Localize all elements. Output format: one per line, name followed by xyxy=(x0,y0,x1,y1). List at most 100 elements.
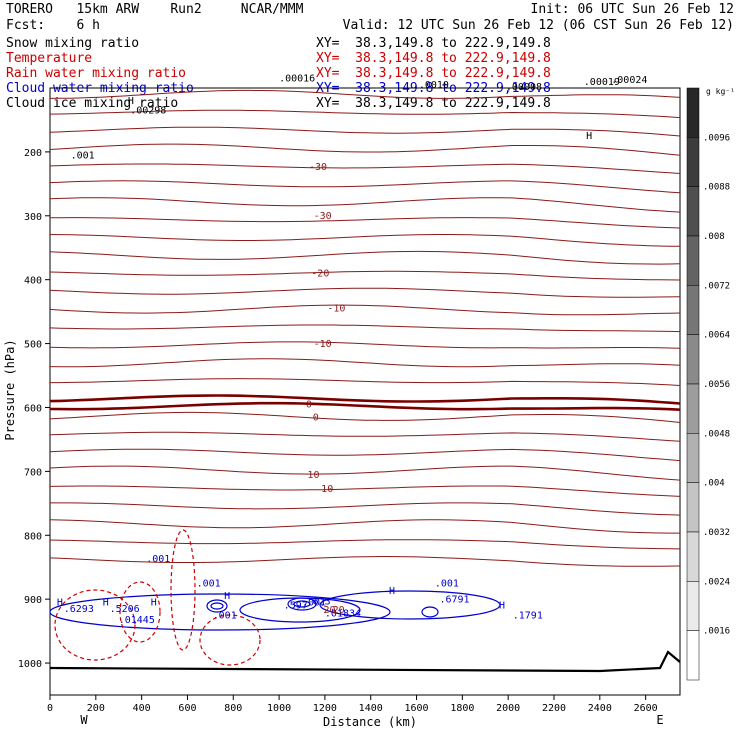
plot-frame xyxy=(49,87,681,696)
isotherm-line xyxy=(49,270,681,281)
colorbar-swatch xyxy=(686,433,700,483)
x-tick-label: 600 xyxy=(178,703,196,714)
cloudwater-contour xyxy=(319,590,501,620)
colorbar-swatch xyxy=(686,235,700,286)
temperature-label: 20 xyxy=(323,605,335,616)
colorbar-label: .0064 xyxy=(703,331,730,341)
field-rain-label: Rain water mixing ratio xyxy=(6,66,187,81)
isotherm-line xyxy=(49,411,681,423)
y-tick-label: 900 xyxy=(24,595,42,606)
temperature-label: 0 xyxy=(313,412,319,423)
temperature-label: -10 xyxy=(327,304,345,315)
isotherm-line xyxy=(49,109,681,119)
contour-value-label: .1791 xyxy=(513,610,543,621)
x-end-label-left: W xyxy=(80,713,88,727)
y-tick-label: 400 xyxy=(24,276,42,287)
cloudwater-core xyxy=(287,597,317,611)
high-marker: H xyxy=(499,601,505,612)
colorbar-label: .004 xyxy=(703,479,725,489)
isotherm-line xyxy=(49,358,681,368)
high-marker: H xyxy=(224,591,230,602)
isotherm-line xyxy=(49,180,681,194)
contour-value-label: .001 xyxy=(146,554,170,565)
rain-contour xyxy=(170,529,196,651)
contour-value-label: .001 xyxy=(197,578,221,589)
contour-value-label: .001 xyxy=(213,610,237,621)
isotherm-line xyxy=(49,163,681,174)
cloudwater-core xyxy=(210,602,224,610)
colorbar-label: .0024 xyxy=(703,577,730,587)
high-marker: H xyxy=(151,598,157,609)
field-cloudwater-label: Cloud water mixing ratio xyxy=(6,81,194,96)
cloudwater-core xyxy=(206,599,228,613)
x-axis-label: Distance (km) xyxy=(323,715,417,729)
contour-value-label: .00019 xyxy=(584,77,620,88)
field-temperature-label: Temperature xyxy=(6,51,93,66)
isotherm-zero-line xyxy=(49,401,681,411)
temperature-label: 10 xyxy=(321,484,333,495)
x-tick-label: 1400 xyxy=(359,703,383,714)
x-tick-label: 2400 xyxy=(588,703,612,714)
model-title: TORERO 15km ARW Run2 NCAR/MMM xyxy=(6,2,304,17)
high-marker: H xyxy=(103,598,109,609)
rain-contour xyxy=(199,614,261,666)
colorbar-swatch xyxy=(686,383,700,434)
contour-value-label: .01834 xyxy=(325,608,361,619)
contour-value-label: .00024 xyxy=(611,75,647,86)
colorbar-swatch xyxy=(686,531,700,582)
x-end-label-right: E xyxy=(656,713,663,727)
contour-value-label: .01445 xyxy=(119,615,155,626)
x-tick-label: 1200 xyxy=(313,703,337,714)
y-axis-label: Pressure (hPa) xyxy=(3,339,17,440)
isotherm-line xyxy=(50,378,681,386)
isotherm-line xyxy=(49,197,681,213)
y-tick-label: 700 xyxy=(24,467,42,478)
temperature-label: -30 xyxy=(309,162,327,173)
x-tick-label: 1600 xyxy=(404,703,428,714)
colorbar-label: .0096 xyxy=(703,133,730,143)
colorbar-unit: g kg⁻¹ xyxy=(706,87,735,96)
y-tick-label: 600 xyxy=(24,403,42,414)
field-snow-xy: XY= 38.3,149.8 to 222.9,149.8 xyxy=(316,36,551,51)
isotherm-line xyxy=(49,304,681,316)
contour-value-label: .001 xyxy=(435,578,459,589)
contour-value-label: .001 xyxy=(302,598,326,609)
colorbar-label: .0032 xyxy=(703,528,730,538)
colorbar-swatch xyxy=(686,482,700,533)
cloudwater-core xyxy=(421,606,439,618)
isotherm-line xyxy=(49,89,681,99)
contour-value-label: .00016 xyxy=(279,74,315,85)
temperature-label: 10 xyxy=(307,470,319,481)
temperature-label: -20 xyxy=(311,268,329,279)
field-temperature-xy: XY= 38.3,149.8 to 222.9,149.8 xyxy=(316,51,551,66)
contour-value-label: .001 xyxy=(71,150,95,161)
colorbar-label: .0056 xyxy=(703,380,730,390)
isotherm-line xyxy=(49,448,681,462)
contour-value-label: .623 xyxy=(307,596,331,607)
colorbar-swatch xyxy=(686,630,700,681)
high-marker: H xyxy=(57,598,63,609)
isotherm-line xyxy=(49,234,681,247)
y-tick-label: 1000 xyxy=(18,659,42,670)
colorbar-swatch xyxy=(686,186,700,237)
colorbar-swatch xyxy=(686,581,700,631)
contour-value-label: .5206 xyxy=(110,604,140,615)
colorbar-label: .0072 xyxy=(703,281,730,291)
temperature-label: 20 xyxy=(333,605,345,616)
isotherm-line xyxy=(49,394,681,405)
isotherm-line xyxy=(49,143,681,156)
isotherm-line xyxy=(50,217,681,229)
contour-value-label: .00008 xyxy=(506,82,542,93)
isotherm-line xyxy=(49,324,681,333)
colorbar-label: .0048 xyxy=(703,429,730,439)
colorbar-label: .0016 xyxy=(703,627,730,637)
contour-value-label: .6791 xyxy=(439,594,469,605)
contour-value-label: .6293 xyxy=(64,604,94,615)
field-cloudice-xy: XY= 38.3,149.8 to 222.9,149.8 xyxy=(316,96,551,111)
high-marker: H xyxy=(586,131,592,142)
y-tick-label: 800 xyxy=(24,531,42,542)
colorbar-swatch xyxy=(686,285,700,335)
init-time: Init: 06 UTC Sun 26 Feb 12 xyxy=(530,2,735,17)
cloudwater-contour xyxy=(49,593,391,631)
